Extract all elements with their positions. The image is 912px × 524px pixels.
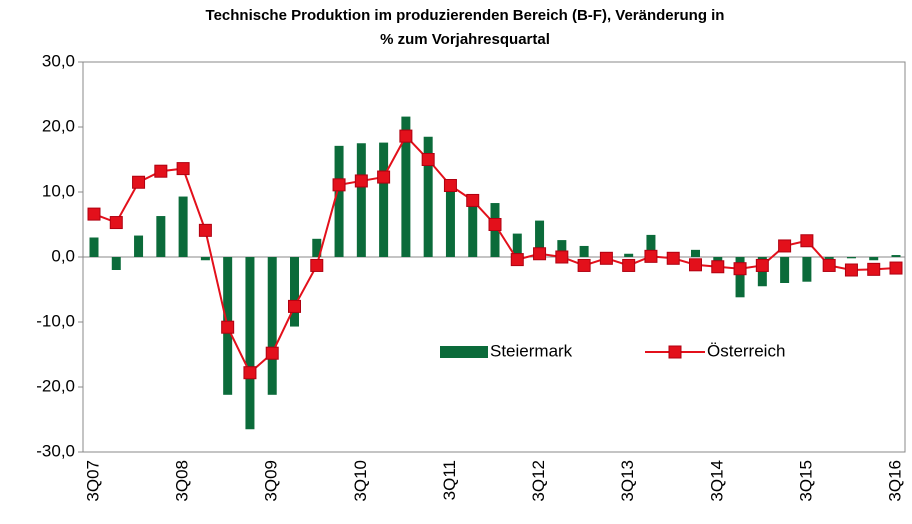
x-tick-label: 3Q11 xyxy=(440,460,459,500)
marker xyxy=(109,216,123,230)
marker xyxy=(443,179,457,192)
x-tick-label: 3Q15 xyxy=(796,460,815,502)
bar xyxy=(512,233,522,257)
x-tick-label: 3Q08 xyxy=(173,460,192,502)
bar xyxy=(780,257,790,283)
bar xyxy=(334,145,344,257)
bar xyxy=(691,249,700,257)
legend-label: Österreich xyxy=(707,341,785,360)
marker xyxy=(332,178,346,192)
marker xyxy=(377,170,391,184)
bar xyxy=(356,143,366,257)
marker xyxy=(733,262,747,276)
legend-swatch xyxy=(668,345,682,359)
y-tick-label: -10,0 xyxy=(36,311,75,330)
chart-title: % zum Vorjahresquartal xyxy=(380,31,550,48)
y-tick-label: 10,0 xyxy=(42,181,75,200)
x-tick-label: 3Q12 xyxy=(529,460,548,502)
legend-swatch xyxy=(440,346,488,358)
bar xyxy=(535,220,545,257)
bar xyxy=(468,199,478,257)
marker xyxy=(265,346,279,360)
bar xyxy=(89,237,99,257)
marker xyxy=(87,207,101,221)
y-tick-label: 0,0 xyxy=(51,246,75,265)
bar xyxy=(379,142,389,257)
bar xyxy=(713,257,723,263)
bar xyxy=(156,216,166,257)
marker xyxy=(533,247,547,261)
marker xyxy=(822,258,836,272)
bar xyxy=(245,257,255,430)
marker xyxy=(354,174,368,188)
bar xyxy=(401,116,411,257)
marker xyxy=(889,261,903,275)
marker xyxy=(555,250,569,264)
marker xyxy=(577,258,591,272)
y-tick-label: -20,0 xyxy=(36,376,75,395)
marker xyxy=(510,253,524,267)
x-tick-label: 3Q09 xyxy=(262,460,281,502)
marker xyxy=(867,262,881,276)
bar xyxy=(646,234,656,257)
bar xyxy=(200,257,210,261)
marker xyxy=(176,162,190,176)
marker xyxy=(399,129,413,143)
marker xyxy=(154,164,168,178)
marker xyxy=(243,366,257,380)
marker xyxy=(132,175,146,189)
marker xyxy=(755,258,769,272)
marker xyxy=(288,299,301,313)
marker xyxy=(689,258,702,272)
bar xyxy=(869,257,879,261)
bar xyxy=(267,257,277,395)
marker xyxy=(421,153,435,166)
bar xyxy=(423,136,433,257)
bar xyxy=(624,253,634,257)
bar xyxy=(111,257,121,270)
bar xyxy=(557,240,567,257)
marker xyxy=(310,258,324,272)
marker xyxy=(800,234,814,248)
marker xyxy=(599,251,613,265)
bar xyxy=(178,196,188,257)
marker xyxy=(844,263,858,277)
marker xyxy=(778,239,792,253)
x-tick-label: 3Q13 xyxy=(618,460,637,502)
y-tick-label: 20,0 xyxy=(42,116,75,135)
marker xyxy=(622,258,636,272)
x-tick-label: 3Q16 xyxy=(885,460,904,502)
bar xyxy=(802,257,812,282)
marker xyxy=(466,193,480,207)
x-tick-label: 3Q07 xyxy=(83,460,102,502)
marker xyxy=(221,320,235,334)
bar xyxy=(290,257,299,327)
bar xyxy=(735,257,745,298)
bar xyxy=(312,238,322,257)
marker xyxy=(488,218,502,231)
marker xyxy=(198,223,212,237)
legend-label: Steiermark xyxy=(490,341,573,360)
y-tick-label: 30,0 xyxy=(42,51,75,70)
bar xyxy=(445,184,455,257)
bar xyxy=(824,257,834,259)
x-tick-label: 3Q10 xyxy=(351,460,370,502)
x-tick-label: 3Q14 xyxy=(707,460,726,502)
bar xyxy=(134,235,144,257)
marker xyxy=(666,251,680,265)
y-tick-label: -30,0 xyxy=(36,441,75,460)
bar xyxy=(891,255,901,257)
marker xyxy=(711,260,725,274)
marker xyxy=(644,249,658,263)
bar xyxy=(846,257,856,259)
chart-title: Technische Produktion im produzierenden … xyxy=(206,7,725,24)
bar xyxy=(579,245,589,257)
